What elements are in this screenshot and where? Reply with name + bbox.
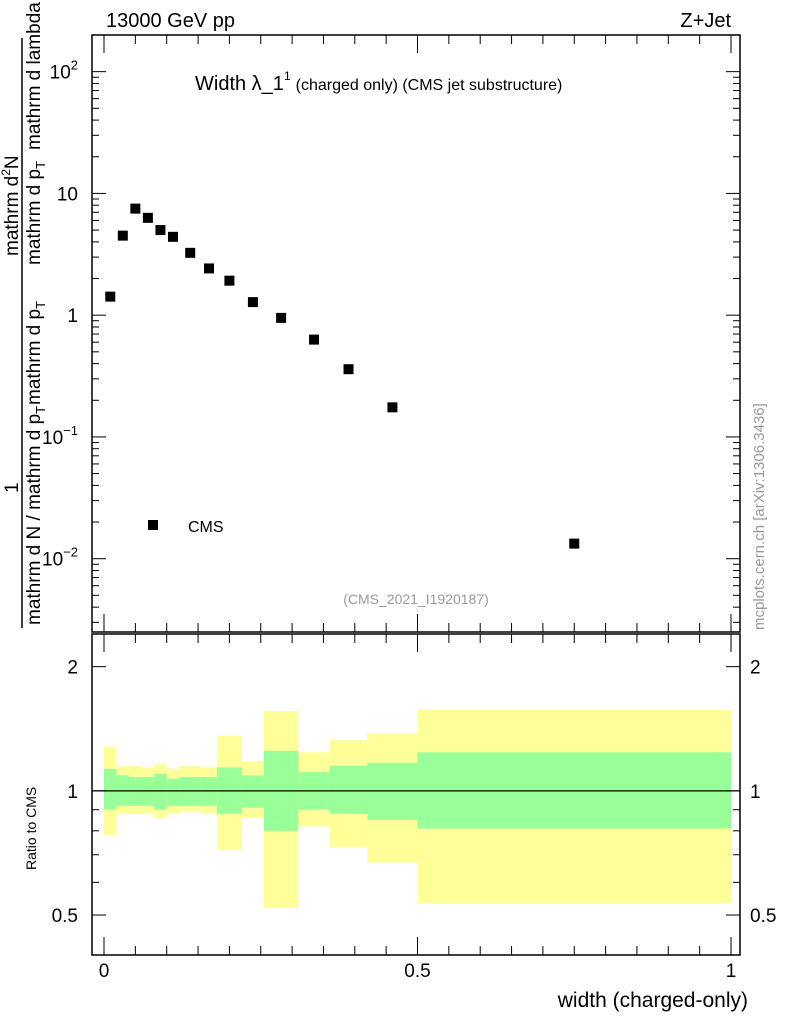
process-label: Z+Jet	[680, 10, 731, 32]
data-point	[224, 275, 235, 286]
ratio-band-inner	[104, 768, 117, 810]
legend-marker	[148, 520, 158, 530]
ratio-ylabel: Ratio to CMS	[23, 787, 39, 870]
data-point	[130, 203, 141, 214]
data-point	[185, 247, 196, 258]
ylabel-one: 1	[2, 482, 23, 493]
main-y-ticks: 102 10 1 10−1 10−2	[42, 34, 740, 623]
ylabel-numerator: mathrm d2N	[0, 155, 23, 256]
ylabel-denominator-mid: mathrm d pT	[24, 301, 48, 405]
data-point	[343, 364, 354, 375]
data-point	[167, 231, 178, 242]
x-tick-label: 0	[99, 961, 110, 982]
data-point	[142, 212, 153, 223]
ratio-y-ticks: 2 2 1 1 0.5 0.5	[52, 658, 777, 927]
data-point	[309, 334, 320, 345]
ylabel-denominator: mathrm d N / mathrm d pT	[24, 406, 48, 625]
data-point	[247, 297, 258, 308]
ratio-tick-label-left: 1	[67, 782, 78, 803]
data-point	[276, 312, 287, 323]
x-tick-label: 1	[726, 961, 737, 982]
main-panel-frame	[91, 34, 741, 633]
ratio-tick-label-left: 0.5	[52, 906, 78, 927]
ratio-bands	[92, 710, 740, 908]
ratio-tick-label-right: 2	[750, 658, 761, 679]
ratio-band-inner	[241, 775, 264, 808]
data-point	[204, 263, 215, 274]
y-tick-label: 10−1	[42, 423, 78, 449]
x-tick-label: 0.5	[404, 961, 430, 982]
data-points	[105, 203, 580, 549]
y-tick-label: 1	[67, 306, 78, 327]
watermark: mcplots.cern.ch [arXiv:1306.3436]	[751, 403, 768, 630]
legend: CMS	[148, 519, 224, 536]
data-point	[117, 230, 128, 241]
y-tick-label: 10−2	[42, 545, 78, 571]
ylabel-numerator-den: mathrm d pT	[24, 161, 48, 265]
data-point	[569, 538, 580, 549]
ratio-band-inner	[329, 765, 368, 814]
ratio-panel-frame	[91, 633, 741, 956]
y-tick-label: 10	[57, 184, 78, 205]
ratio-band-inner	[166, 778, 180, 806]
y-tick-label: 102	[50, 58, 78, 84]
ratio-tick-label-right: 1	[750, 782, 761, 803]
ratio-tick-label-left: 2	[67, 658, 78, 679]
ratio-band-inner	[154, 773, 167, 810]
ratio-tick-label-right: 0.5	[750, 906, 776, 927]
data-point	[105, 291, 116, 302]
analysis-id: (CMS_2021_I1920187)	[343, 591, 489, 607]
ylabel-numerator-tail: mathrm d lambda	[24, 2, 45, 150]
x-axis-label: width (charged-only)	[557, 989, 748, 1012]
data-point	[155, 225, 166, 236]
legend-label: CMS	[188, 519, 224, 536]
x-axis-ticks: 0 0.5 1	[99, 35, 737, 982]
main-ylabel: 1 mathrm d N / mathrm d pT mathrm d pT m…	[0, 2, 48, 628]
main-title: Width λ_11(charged only) (CMS jet substr…	[195, 69, 562, 95]
data-point	[387, 402, 398, 413]
energy-label: 13000 GeV pp	[106, 10, 235, 32]
